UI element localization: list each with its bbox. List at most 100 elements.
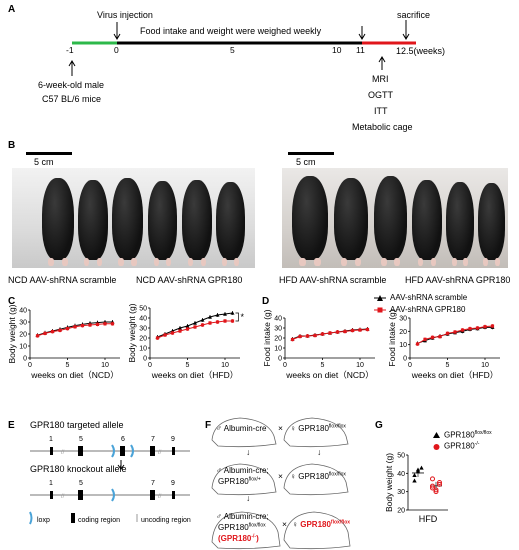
series-line (417, 326, 493, 344)
data-point (178, 326, 182, 330)
x-axis-label: weeks on diet（HFD） (151, 370, 238, 380)
y-tick-label: 40 (19, 308, 27, 315)
exon-9-top: 9 (171, 436, 175, 443)
data-point (423, 337, 427, 341)
mice-outlines (211, 417, 351, 550)
mouse-11 (446, 182, 474, 266)
tick-11: 11 (356, 45, 365, 55)
g-legend-ko: GPR180-/- (444, 441, 479, 451)
panel-label-g: G (375, 420, 383, 431)
data-point (200, 323, 205, 327)
data-point (415, 342, 420, 346)
data-point (80, 324, 85, 328)
data-point (305, 334, 310, 338)
g-legend-symbols (433, 432, 440, 450)
data-point (412, 472, 417, 477)
f-ko-text: GPR180 (220, 534, 252, 543)
y-tick-label: 30 (19, 320, 27, 327)
data-point (223, 312, 227, 316)
caption-hfd-gpr180: HFD AAV-shRNA GPR180 (405, 275, 511, 285)
f-f1-line2-text: GPR180 (218, 477, 249, 486)
data-point (103, 322, 107, 326)
legend-loxp: loxp (37, 517, 50, 524)
tick-minus1: -1 (66, 45, 74, 55)
weekly-label: Food intake and weight were weighed week… (140, 26, 322, 36)
mouse-1 (42, 178, 74, 266)
scale-label-left: 5 cm (34, 157, 54, 167)
data-point (193, 325, 197, 329)
legend-symbols (374, 295, 386, 313)
data-point (230, 311, 235, 315)
data-point (230, 319, 235, 323)
f-times-1: × (278, 423, 283, 433)
y-tick-label: 30 (139, 326, 147, 333)
y-tick-label: 40 (139, 316, 147, 323)
x-axis-label: weeks on diet（HFD） (411, 370, 498, 380)
male-symbol-2: ♂ (216, 466, 222, 475)
significance-bracket (235, 312, 239, 322)
y-tick-label: 40 (397, 471, 405, 478)
y-axis-label: Body weight (g) (384, 453, 394, 512)
test-itt: ITT (374, 106, 388, 116)
data-point (350, 328, 355, 333)
test-metabolic-cage: Metabolic cage (352, 122, 413, 132)
exon-1-bot: 1 (49, 480, 53, 487)
y-tick-label: 20 (274, 336, 282, 343)
panel-label-a: A (8, 4, 16, 15)
data-point (328, 331, 332, 335)
test-ogtt: OGTT (368, 90, 393, 100)
y-tick-label: 30 (274, 326, 282, 333)
f-f1-sup: flox/+ (248, 476, 261, 483)
f-flox-parent-2: ♀ GPR180flox/flox (290, 471, 346, 481)
legend-scramble: AAV-shRNA scramble (390, 293, 468, 302)
svg-text://: // (158, 450, 162, 456)
f-flox2-sup: flox/flox (328, 471, 346, 478)
data-point (58, 328, 62, 332)
f-arrow-2: ↓ (246, 493, 251, 503)
panel-label-c: C (8, 296, 16, 307)
f-f2-line1-text: Albumin-cre; (223, 512, 269, 521)
data-point (437, 481, 442, 487)
data-point (95, 322, 100, 326)
data-point (170, 331, 175, 335)
legend-uncoding: uncoding region (141, 517, 191, 524)
mouse-3 (112, 178, 143, 266)
x-tick-label: 5 (321, 362, 325, 369)
mouse-10 (412, 180, 442, 266)
data-point (358, 328, 362, 332)
svg-text://: // (158, 494, 162, 500)
data-point (430, 483, 435, 489)
g-legend-flox: GPR180flox/flox (444, 430, 492, 440)
y-tick-label: 30 (399, 316, 407, 323)
data-point (320, 332, 325, 336)
mice-line1: 6-week-old male (38, 80, 105, 90)
y-tick-label: 0 (143, 356, 147, 363)
y-tick-label: 10 (19, 344, 27, 351)
data-point (35, 334, 40, 338)
y-tick-label: 30 (397, 489, 405, 496)
y-tick-label: 10 (274, 346, 282, 353)
data-point (460, 328, 465, 332)
y-tick-label: 0 (278, 356, 282, 363)
y-axis-label: Body weight (g) (127, 303, 137, 362)
data-point (208, 315, 212, 319)
x-tick-label: 10 (101, 362, 109, 369)
data-point (313, 333, 317, 338)
mouse-6 (216, 182, 245, 266)
mouse-4 (148, 181, 177, 266)
targeted-allele-label: GPR180 targeted allele (30, 420, 124, 430)
f-f2-line2-text: GPR180 (218, 523, 249, 532)
y-axis-label: Body weight (g) (7, 304, 17, 363)
x-axis-label: weeks on diet（NCD） (285, 370, 373, 380)
exon-5-top: 5 (79, 436, 83, 443)
data-point (223, 319, 227, 323)
female-symbol-3: ♀ (292, 520, 298, 529)
svg-text://: // (61, 450, 65, 456)
mouse-12 (478, 183, 505, 266)
data-point (208, 321, 212, 325)
female-symbol-2: ♀ (290, 472, 296, 481)
scale-bar-right (288, 152, 334, 155)
f-albumin-cre-text: Albumin-cre (223, 424, 267, 433)
photo-hfd (282, 168, 508, 268)
